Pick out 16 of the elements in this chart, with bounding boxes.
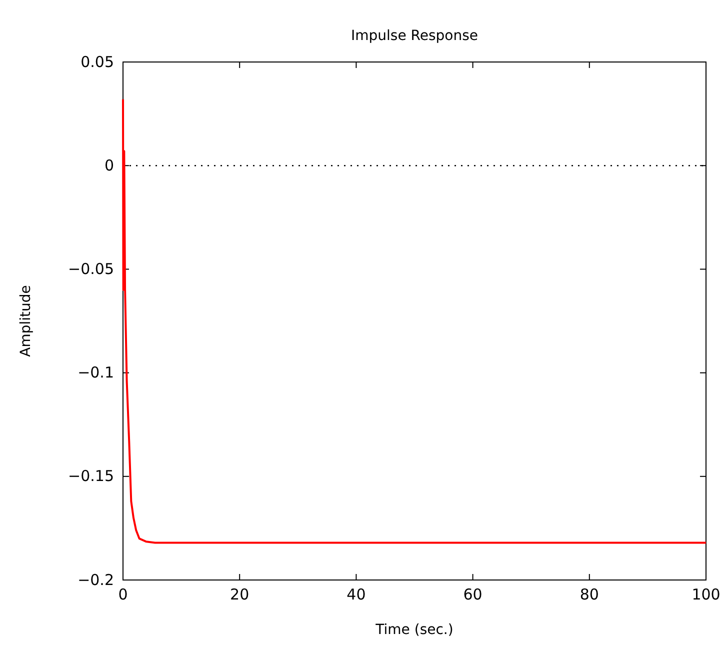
y-tick-label: −0.2 — [78, 570, 114, 589]
y-tick-label: 0 — [104, 156, 114, 174]
x-tick-label: 80 — [580, 586, 599, 604]
x-tick-label: 40 — [346, 586, 366, 604]
x-tick-label: 100 — [692, 586, 720, 604]
chart-title: Impulse Response — [350, 28, 478, 44]
x-axis-title: Time (sec.) — [374, 622, 454, 638]
y-tick-label: −0.15 — [68, 467, 114, 486]
y-axis-title: Amplitude — [18, 285, 34, 357]
y-tick-label: 0.05 — [80, 52, 114, 71]
x-tick-label: 0 — [118, 586, 128, 604]
x-tick-label: 60 — [463, 586, 482, 604]
y-tick-label: −0.05 — [68, 260, 114, 278]
y-tick-label: −0.1 — [78, 364, 114, 382]
x-tick-label: 20 — [230, 586, 250, 604]
line-series — [122, 98, 707, 544]
